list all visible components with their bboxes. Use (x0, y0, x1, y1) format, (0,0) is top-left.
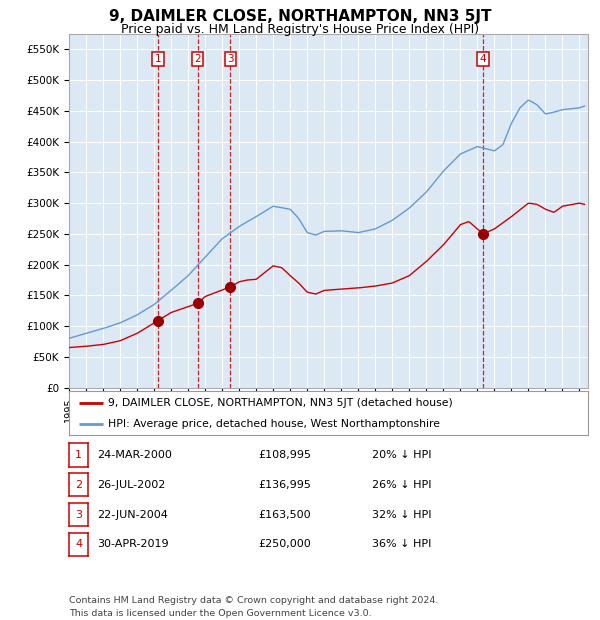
Text: Contains HM Land Registry data © Crown copyright and database right 2024.
This d: Contains HM Land Registry data © Crown c… (69, 596, 439, 618)
Text: HPI: Average price, detached house, West Northamptonshire: HPI: Average price, detached house, West… (108, 419, 440, 429)
Text: 30-APR-2019: 30-APR-2019 (97, 539, 169, 549)
Text: 4: 4 (479, 54, 487, 64)
Text: £108,995: £108,995 (258, 450, 311, 460)
Text: £136,995: £136,995 (258, 480, 311, 490)
Text: 32% ↓ HPI: 32% ↓ HPI (372, 510, 431, 520)
Text: £250,000: £250,000 (258, 539, 311, 549)
Text: Price paid vs. HM Land Registry's House Price Index (HPI): Price paid vs. HM Land Registry's House … (121, 23, 479, 36)
Text: 9, DAIMLER CLOSE, NORTHAMPTON, NN3 5JT: 9, DAIMLER CLOSE, NORTHAMPTON, NN3 5JT (109, 9, 491, 24)
Text: 1: 1 (155, 54, 161, 64)
Text: 26% ↓ HPI: 26% ↓ HPI (372, 480, 431, 490)
Text: 3: 3 (227, 54, 233, 64)
Text: 26-JUL-2002: 26-JUL-2002 (97, 480, 166, 490)
Text: £163,500: £163,500 (258, 510, 311, 520)
Text: 2: 2 (75, 480, 82, 490)
Text: 3: 3 (75, 510, 82, 520)
Text: 36% ↓ HPI: 36% ↓ HPI (372, 539, 431, 549)
Text: 4: 4 (75, 539, 82, 549)
Text: 20% ↓ HPI: 20% ↓ HPI (372, 450, 431, 460)
Text: 24-MAR-2000: 24-MAR-2000 (97, 450, 172, 460)
Text: 2: 2 (194, 54, 201, 64)
Text: 22-JUN-2004: 22-JUN-2004 (97, 510, 168, 520)
Text: 9, DAIMLER CLOSE, NORTHAMPTON, NN3 5JT (detached house): 9, DAIMLER CLOSE, NORTHAMPTON, NN3 5JT (… (108, 398, 452, 408)
Text: 1: 1 (75, 450, 82, 460)
